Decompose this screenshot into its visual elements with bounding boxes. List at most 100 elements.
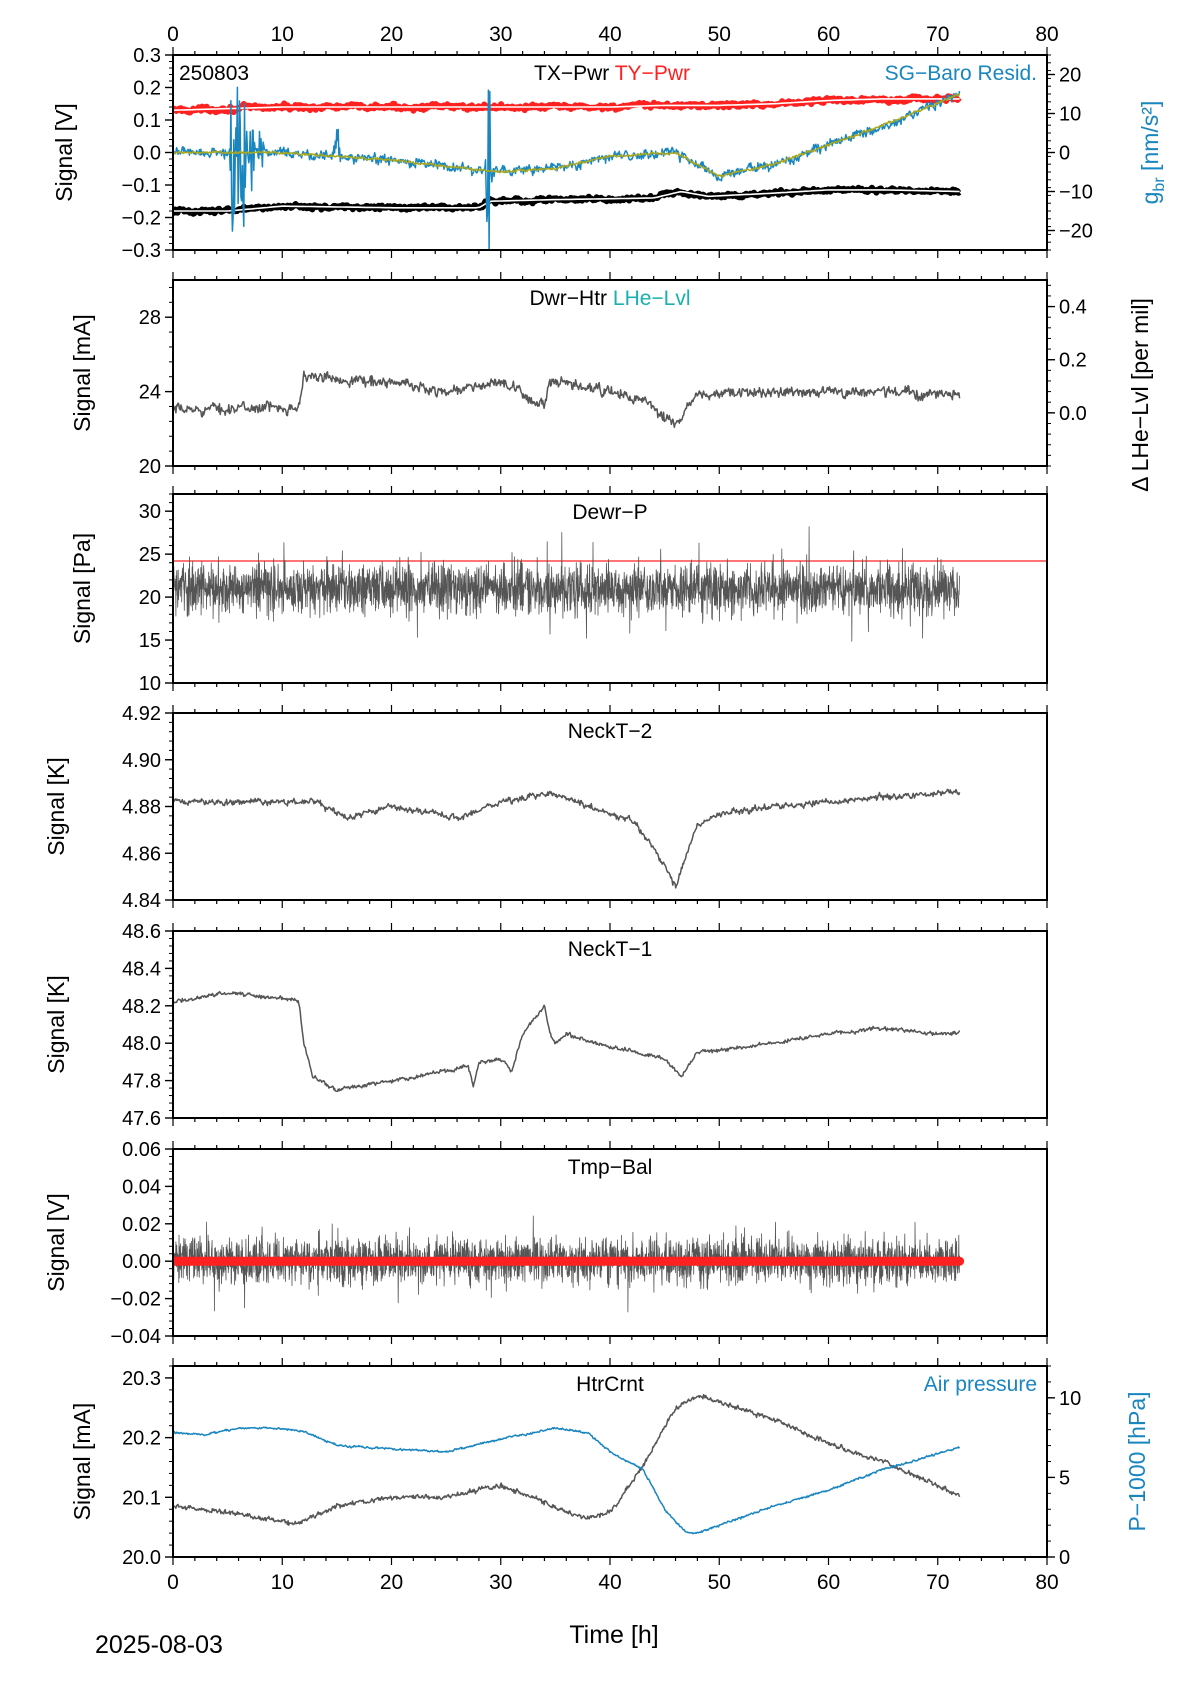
- x-ticks-p5: [172, 923, 1048, 1126]
- panel-title-part: TY−Pwr: [609, 62, 690, 85]
- y-tick-label: 24: [139, 382, 161, 404]
- y2-tick-label: 0: [1059, 1547, 1070, 1569]
- panel-p6: −0.04 −0.02 0.00 0.02 0.04 0.06 Signal [V] Tmp−…: [43, 1139, 1048, 1348]
- y-tick-label: 20.2: [122, 1428, 161, 1450]
- y-tick-label: 10: [139, 673, 161, 695]
- y-axis-label: Signal [mA]: [69, 1403, 95, 1521]
- top-x-tick-label: 80: [1035, 23, 1058, 46]
- x-ticks-p6: [172, 1141, 1048, 1344]
- y-tick-label: 20.3: [122, 1368, 161, 1390]
- y-tick-label: 48.4: [122, 958, 161, 980]
- x-axis-label: Time [h]: [569, 1621, 658, 1649]
- y-tick-label: 4.92: [122, 703, 161, 725]
- y2-tick-label: 0.0: [1059, 403, 1087, 425]
- y-tick-label: 4.88: [122, 797, 161, 819]
- legend-entry: SG−Baro Resid.: [885, 62, 1037, 85]
- panel-title: Tmp−Bal: [568, 1156, 653, 1179]
- y-ticks-p4: [165, 712, 173, 901]
- legend-entry: Air pressure: [924, 1373, 1037, 1396]
- top-x-tick-label: 30: [489, 23, 512, 46]
- x-ticks-p2: [172, 272, 1048, 474]
- y2-tick-label: 0: [1059, 143, 1070, 165]
- panel-title-part: LHe−Lvl: [607, 287, 690, 310]
- y-tick-label: −0.04: [110, 1326, 161, 1348]
- panel-p1: 0 10 20 30 40 50 60 70 80 −0.3 −0.2 −0.1 0.0 0.1 0.2 0.…: [51, 23, 1168, 262]
- y-ticks-p7: [165, 1365, 173, 1558]
- y2-ticks-p2: [1047, 284, 1055, 467]
- panel-p2: 20 24 28 Signal [mA] 0.0 0.2 0.4 Δ LHe−Lvl [per…: [69, 272, 1153, 492]
- y-tick-label: −0.02: [110, 1289, 161, 1311]
- series-p1-1: [173, 189, 960, 212]
- panel-title-part: NeckT−2: [568, 720, 653, 743]
- plot-area-p5: [173, 990, 961, 1093]
- y-tick-label: 4.86: [122, 843, 161, 865]
- top-x-tick-label: 60: [817, 23, 840, 46]
- plot-area-p2: [173, 370, 961, 429]
- y-axis-label: Signal [K]: [43, 975, 69, 1073]
- y-ticks-p5: [165, 930, 173, 1119]
- y-axis-label: Signal [V]: [43, 1193, 69, 1291]
- y-tick-label: 48.6: [122, 921, 161, 943]
- panel-title-part: Dwr−Htr: [529, 287, 607, 310]
- y-axis-label: Signal [Pa]: [69, 533, 95, 644]
- y2-tick-label: 0.2: [1059, 350, 1087, 372]
- y-tick-label: −0.2: [122, 208, 161, 230]
- x-tick-label: 70: [926, 1571, 949, 1594]
- x-ticks-p3: [172, 486, 1048, 691]
- panel-title-part: Dewr−P: [572, 501, 647, 524]
- y2-tick-label: 5: [1059, 1467, 1070, 1489]
- y-tick-label: 4.84: [122, 890, 161, 912]
- series-p4-0: [173, 788, 961, 889]
- panel-p7: 0 10 20 30 40 50 60 70 8020.020.120.220.3Signal …: [69, 1358, 1150, 1594]
- x-tick-label: 50: [708, 1571, 731, 1594]
- y-ticks-p2: [165, 286, 173, 467]
- panel-title: Dwr−Htr LHe−Lvl: [529, 287, 690, 310]
- series-p1-3: [173, 93, 961, 178]
- plot-area-p4: [173, 788, 961, 889]
- x-ticks-p7: [172, 1358, 1048, 1565]
- y-tick-label: 0.1: [133, 110, 161, 132]
- y2-axis-label: P−1000 [hPa]: [1124, 1391, 1150, 1531]
- y-tick-label: −0.3: [122, 240, 161, 262]
- plot-area-p1: [173, 86, 962, 250]
- top-x-tick-label: 50: [708, 23, 731, 46]
- y-tick-label: 25: [139, 544, 161, 566]
- date-label: 2025-08-03: [95, 1631, 223, 1659]
- x-ticks-p4: [172, 705, 1048, 908]
- y2-tick-label: 0.4: [1059, 297, 1087, 319]
- x-tick-label: 10: [271, 1571, 294, 1594]
- panel-title: HtrCrnt: [576, 1373, 644, 1396]
- series-p1-0-casing: [173, 93, 962, 116]
- series-p5-0: [173, 990, 961, 1093]
- y-tick-label: 48.0: [122, 1033, 161, 1055]
- y-tick-label: 4.90: [122, 750, 161, 772]
- panel-title-part: NeckT−1: [568, 938, 653, 961]
- series-p1-1-casing: [173, 184, 962, 217]
- top-x-tick-label: 10: [271, 23, 294, 46]
- y-axis-label: Signal [mA]: [69, 314, 95, 432]
- y-tick-label: 20: [139, 587, 161, 609]
- y-tick-label: −0.1: [122, 175, 161, 197]
- y-tick-label: 0.3: [133, 45, 161, 67]
- y-tick-label: 20: [139, 456, 161, 478]
- y-tick-label: 0.02: [122, 1214, 161, 1236]
- top-x-tick-label: 40: [598, 23, 621, 46]
- y-tick-label: 48.2: [122, 996, 161, 1018]
- panel-title: Dewr−P: [572, 501, 647, 524]
- series-p7-1: [173, 1426, 961, 1535]
- y-tick-label: 47.8: [122, 1071, 161, 1093]
- x-tick-label: 60: [817, 1571, 840, 1594]
- panel-title: NeckT−2: [568, 720, 653, 743]
- top-x-tick-label: 0: [167, 23, 179, 46]
- y-tick-label: 0.2: [133, 78, 161, 100]
- panel-p5: 47.6 47.8 48.0 48.2 48.4 48.6 Signal [K] NeckT−…: [43, 921, 1048, 1130]
- panel-title-part: TX−Pwr: [534, 62, 609, 85]
- y-tick-label: 20.0: [122, 1547, 161, 1569]
- x-ticks-p1: [172, 47, 1048, 258]
- top-x-tick-label: 20: [380, 23, 403, 46]
- y2-tick-label: −20: [1059, 221, 1093, 243]
- y-axis-label: Signal [V]: [51, 103, 77, 201]
- y2-ticks-p7: [1047, 1365, 1055, 1558]
